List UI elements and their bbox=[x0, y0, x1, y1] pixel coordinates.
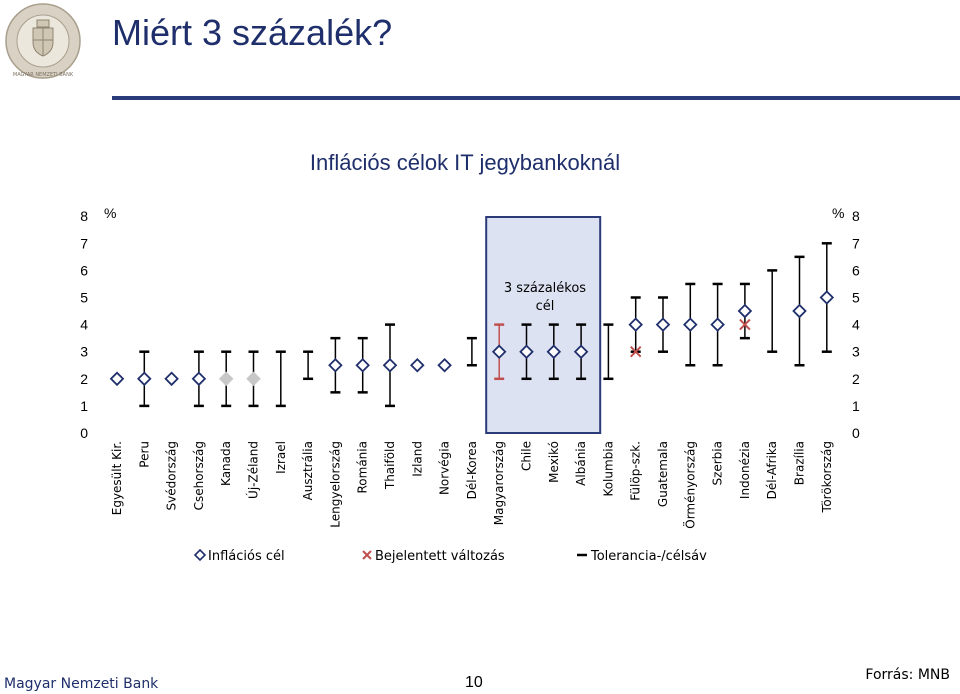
category-label: Kanada bbox=[219, 441, 233, 486]
category-label: Dél-Afrika bbox=[765, 441, 779, 499]
target-marker bbox=[437, 357, 452, 373]
category-label: Kolumbia bbox=[601, 441, 615, 497]
mnb-logo: MAGYAR NEMZETI BANK bbox=[5, 3, 81, 79]
category-label: Lengyelország bbox=[328, 441, 342, 528]
target-marker bbox=[819, 290, 835, 305]
target-marker bbox=[137, 371, 152, 387]
tolerance-band bbox=[303, 350, 314, 381]
legend-target-label: Inflációs cél bbox=[208, 549, 285, 564]
target-marker bbox=[655, 317, 671, 332]
y-tick-left: 7 bbox=[80, 235, 88, 251]
chart-title: Inflációs célok IT jegybankoknál bbox=[310, 150, 620, 175]
category-label: Guatemala bbox=[656, 441, 670, 507]
category-label: Peru bbox=[137, 441, 151, 468]
y-tick-right: 4 bbox=[852, 317, 860, 333]
y-tick-right: 2 bbox=[852, 371, 860, 387]
category-label: Magyarország bbox=[492, 441, 506, 525]
page-title: Miért 3 százalék? bbox=[112, 12, 393, 53]
y-unit-right: % bbox=[832, 205, 844, 221]
target-marker bbox=[191, 371, 207, 387]
footer-source: Forrás: MNB bbox=[865, 667, 950, 683]
page-number: 10 bbox=[465, 674, 483, 691]
annotation-line-2: cél bbox=[536, 299, 555, 314]
announced-change-marker bbox=[739, 318, 751, 331]
target-marker bbox=[491, 344, 507, 359]
category-label: Brazília bbox=[793, 441, 807, 485]
target-marker bbox=[546, 344, 562, 359]
tolerance-band bbox=[466, 336, 477, 367]
target-marker bbox=[519, 344, 534, 359]
target-marker bbox=[218, 371, 234, 387]
category-label: Egyesült Kir. bbox=[110, 441, 124, 515]
target-marker bbox=[164, 371, 179, 387]
y-tick-right: 1 bbox=[852, 398, 860, 414]
category-label: Románia bbox=[356, 441, 370, 493]
target-marker bbox=[246, 371, 261, 387]
category-label: Fülöp-szk. bbox=[629, 441, 643, 501]
y-tick-left: 3 bbox=[80, 344, 88, 360]
logo-text: MAGYAR NEMZETI BANK bbox=[13, 72, 74, 78]
category-label: Indonézia bbox=[738, 441, 752, 499]
tolerance-band bbox=[603, 323, 614, 381]
legend: Inflációs cél Bejelentett változás Toler… bbox=[193, 548, 707, 564]
y-tick-left: 0 bbox=[80, 425, 88, 441]
target-marker bbox=[628, 317, 643, 332]
title-divider bbox=[112, 96, 960, 100]
tolerance-band bbox=[275, 350, 286, 408]
category-label: Izrael bbox=[274, 441, 288, 474]
category-label: Mexikó bbox=[547, 441, 561, 483]
y-tick-right: 3 bbox=[852, 344, 860, 360]
category-label: Izland bbox=[410, 441, 424, 477]
y-tick-right: 5 bbox=[852, 290, 860, 306]
y-tick-left: 4 bbox=[80, 317, 88, 333]
target-marker bbox=[792, 303, 807, 319]
legend-target-marker bbox=[193, 548, 207, 562]
tolerance-band bbox=[767, 269, 778, 353]
category-label: Dél-Korea bbox=[465, 441, 479, 499]
category-label: Chile bbox=[520, 441, 534, 471]
y-unit-left: % bbox=[104, 205, 116, 221]
y-tick-right: 6 bbox=[852, 262, 860, 278]
y-tick-right: 8 bbox=[852, 208, 860, 224]
category-label: Ausztrália bbox=[301, 441, 315, 500]
target-marker bbox=[109, 371, 125, 387]
target-marker bbox=[410, 357, 425, 373]
target-marker bbox=[328, 357, 343, 373]
target-marker bbox=[355, 357, 370, 373]
target-marker bbox=[382, 357, 398, 373]
y-tick-right: 7 bbox=[852, 235, 860, 251]
category-label: Norvégia bbox=[438, 441, 452, 495]
legend-band-label: Tolerancia-/célsáv bbox=[590, 549, 707, 564]
target-marker bbox=[737, 303, 753, 319]
y-tick-left: 1 bbox=[80, 398, 88, 414]
announced-change-marker bbox=[629, 345, 642, 358]
category-label: Svédország bbox=[165, 441, 179, 511]
footer-bank-name: Magyar Nemzeti Bank bbox=[4, 676, 159, 692]
y-tick-left: 6 bbox=[80, 262, 88, 278]
y-tick-left: 5 bbox=[80, 290, 88, 306]
category-label: Thaiföld bbox=[383, 441, 397, 490]
y-tick-left: 8 bbox=[80, 208, 88, 224]
category-label: Örményország bbox=[681, 441, 697, 529]
category-label: Csehország bbox=[192, 441, 206, 510]
annotation-line-1: 3 százalékos bbox=[504, 281, 586, 296]
category-label: Szerbia bbox=[711, 441, 725, 486]
category-label: Új-Zéland bbox=[246, 441, 261, 499]
y-tick-right: 0 bbox=[852, 425, 860, 441]
target-marker bbox=[710, 317, 725, 332]
target-marker bbox=[683, 317, 698, 332]
target-marker bbox=[573, 344, 589, 359]
y-tick-left: 2 bbox=[80, 371, 88, 387]
legend-change-marker bbox=[362, 550, 372, 560]
category-label: Albánia bbox=[574, 441, 588, 486]
category-label: Törökország bbox=[820, 441, 834, 513]
legend-change-label: Bejelentett változás bbox=[375, 549, 505, 564]
